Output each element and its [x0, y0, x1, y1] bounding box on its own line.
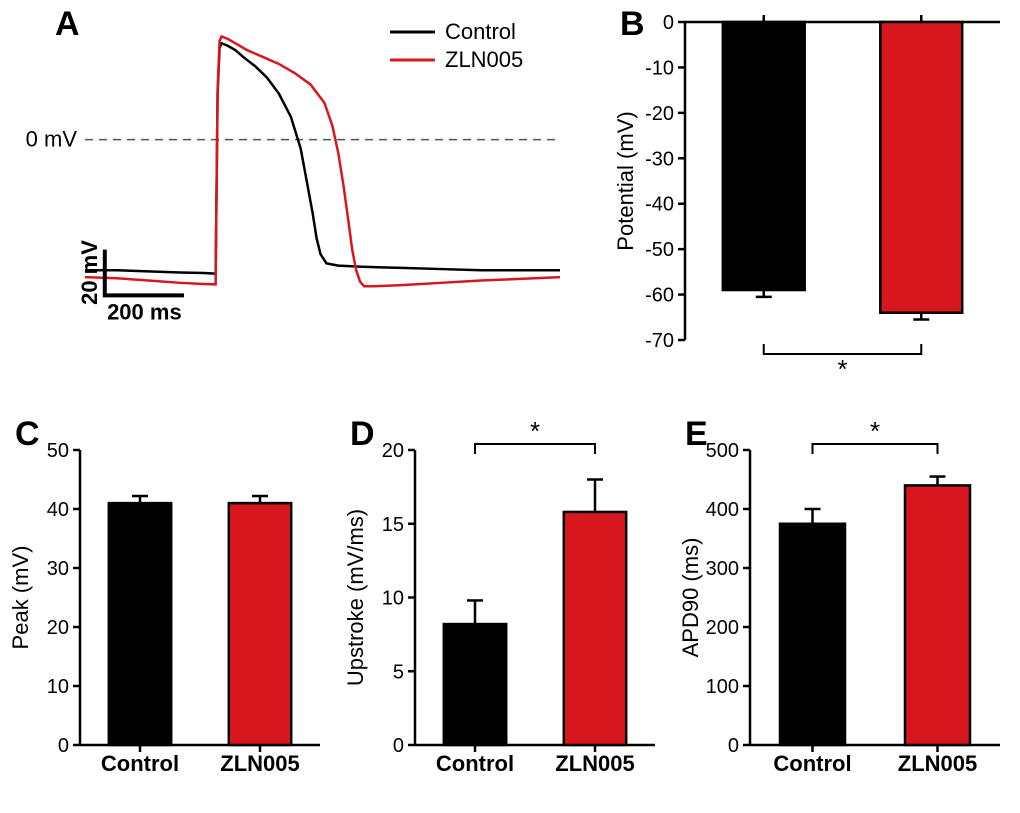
y-tick-label: -70 — [645, 330, 674, 352]
panel-label-b: B — [620, 5, 645, 44]
category-label: ZLN005 — [898, 751, 977, 776]
sig-label: * — [837, 354, 847, 384]
panel-label-d: D — [350, 415, 375, 454]
y-tick-label: 100 — [706, 676, 739, 698]
y-tick-label: 0 — [393, 735, 404, 757]
bar — [905, 485, 970, 745]
bar — [780, 524, 845, 745]
y-tick-label: 200 — [706, 617, 739, 639]
y-tick-label: -20 — [645, 103, 674, 125]
y-tick-label: 10 — [47, 676, 69, 698]
y-tick-label: -30 — [645, 148, 674, 170]
y-tick-label: -10 — [645, 57, 674, 79]
y-tick-label: 5 — [393, 661, 404, 683]
category-label: Control — [725, 10, 803, 15]
y-axis-label: Potential (mV) — [615, 111, 638, 250]
y-tick-label: 30 — [47, 558, 69, 580]
y-tick-label: 50 — [47, 440, 69, 462]
bar — [109, 503, 171, 745]
bar — [880, 22, 962, 313]
scale-x-label: 200 ms — [107, 299, 182, 324]
y-tick-label: 20 — [47, 617, 69, 639]
bar — [723, 22, 805, 290]
bar — [444, 624, 506, 745]
sig-label: * — [530, 420, 540, 446]
zero-mv-label: 0 mV — [26, 127, 78, 152]
legend-label: ZLN005 — [445, 47, 523, 72]
bar — [229, 503, 291, 745]
category-label: ZLN005 — [220, 751, 299, 776]
y-tick-label: 300 — [706, 558, 739, 580]
trace-zln005 — [85, 36, 560, 286]
trace-control — [85, 43, 560, 273]
y-tick-label: 10 — [382, 588, 404, 610]
legend-label: Control — [445, 19, 516, 44]
y-axis-label: Upstroke (mV/ms) — [345, 509, 368, 686]
y-tick-label: 0 — [58, 735, 69, 757]
panel-a-svg: 0 mV 20 mV200 ms Control ZLN005 — [20, 10, 580, 360]
panel-c-svg: 0 10 20 30 40 50 Peak (mV) Control ZLN005 — [10, 420, 330, 800]
y-tick-label: 0 — [663, 12, 674, 34]
y-axis-label: Peak (mV) — [10, 546, 33, 650]
y-tick-label: 20 — [382, 440, 404, 462]
scale-y-label: 20 mV — [77, 240, 102, 305]
category-label: ZLN005 — [555, 751, 634, 776]
panel-label-a: A — [55, 5, 80, 44]
y-tick-label: 40 — [47, 499, 69, 521]
panel-b-svg: -70 -60 -50 -40 -30 -20 -10 0 Potential (mV) Cont… — [615, 10, 1010, 390]
y-tick-label: -60 — [645, 285, 674, 307]
y-tick-label: 0 — [728, 735, 739, 757]
category-label: Control — [436, 751, 514, 776]
category-label: ZLN005 — [882, 10, 961, 15]
y-tick-label: 15 — [382, 514, 404, 536]
category-label: Control — [101, 751, 179, 776]
category-label: Control — [773, 751, 851, 776]
panel-d-svg: 0 5 10 15 20 Upstroke (mV/ms) Control ZLN005 * — [345, 420, 665, 800]
y-tick-label: 500 — [706, 440, 739, 462]
bar — [564, 512, 626, 745]
panel-label-c: C — [15, 415, 40, 454]
y-tick-label: 400 — [706, 499, 739, 521]
sig-label: * — [870, 420, 880, 446]
panel-label-e: E — [685, 415, 708, 454]
panel-e-svg: 0 100 200 300 400 500 APD90 (ms) Control ZLN005 * — [680, 420, 1010, 800]
y-tick-label: -40 — [645, 194, 674, 216]
sig-bracket — [764, 344, 922, 354]
y-tick-label: -50 — [645, 239, 674, 261]
y-axis-label: APD90 (ms) — [680, 538, 703, 658]
